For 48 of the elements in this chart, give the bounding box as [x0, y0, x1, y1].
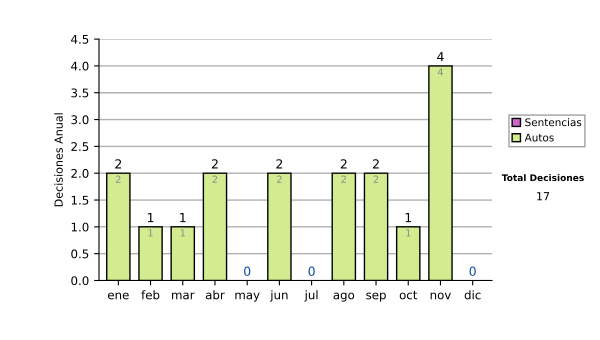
- total-label: 1: [406, 212, 412, 222]
- y-tick-label: 2.5: [71, 142, 88, 152]
- x-tick-label: oct: [400, 290, 418, 300]
- x-tick-label: ago: [334, 292, 354, 302]
- x-tick-label: jun: [270, 290, 288, 302]
- legend-label: Sentencias: [525, 118, 582, 126]
- total-label: 2: [115, 159, 122, 168]
- data-label: 4: [438, 68, 444, 76]
- data-label: 1: [148, 229, 153, 236]
- total-label: 0: [470, 266, 476, 276]
- text: 17: [537, 192, 550, 200]
- total-label: 1: [148, 212, 154, 222]
- y-tick-label: 3.0: [71, 115, 88, 124]
- x-tick-label: sep: [366, 292, 386, 302]
- x-tick-label: feb: [141, 290, 160, 300]
- data-label: 2: [116, 176, 120, 183]
- x-tick-label: may: [235, 292, 260, 302]
- x-tick-label: ene: [108, 292, 129, 300]
- data-label: 1: [180, 229, 185, 236]
- total-label: 2: [372, 159, 379, 168]
- x-tick-label: nov: [430, 292, 451, 300]
- data-label: 2: [277, 176, 282, 183]
- total-label: 2: [276, 159, 282, 168]
- y-tick-label: 1.0: [72, 222, 88, 232]
- data-label: 2: [341, 176, 346, 183]
- data-label: 2: [374, 176, 378, 183]
- y-tick-label: 2.0: [71, 168, 88, 178]
- y-tick-label: 4.5: [71, 34, 88, 44]
- total-label: 4: [437, 52, 444, 62]
- y-tick-label: 0.5: [71, 249, 88, 258]
- total-label: 2: [212, 159, 218, 168]
- legend-label: Autos: [524, 134, 554, 142]
- text: Total Decisiones: [502, 174, 584, 182]
- x-tick-label: dic: [464, 290, 481, 300]
- total-label: 2: [340, 159, 347, 168]
- y-tick-label: 3.5: [71, 88, 88, 98]
- x-tick-label: jul: [304, 290, 318, 302]
- y-tick-label: 1.5: [72, 196, 88, 205]
- data-label: 1: [406, 229, 410, 236]
- y-axis-title: Decisiones Anual: [54, 113, 63, 206]
- x-tick-label: abr: [206, 290, 225, 300]
- total-label: 0: [308, 266, 315, 276]
- y-tick-label: 0.0: [71, 276, 88, 286]
- y-tick-label: 4.0: [71, 62, 88, 71]
- total-label: 1: [180, 212, 186, 222]
- x-tick-label: mar: [172, 292, 195, 300]
- total-label: 0: [244, 266, 250, 276]
- data-label: 2: [212, 176, 218, 183]
